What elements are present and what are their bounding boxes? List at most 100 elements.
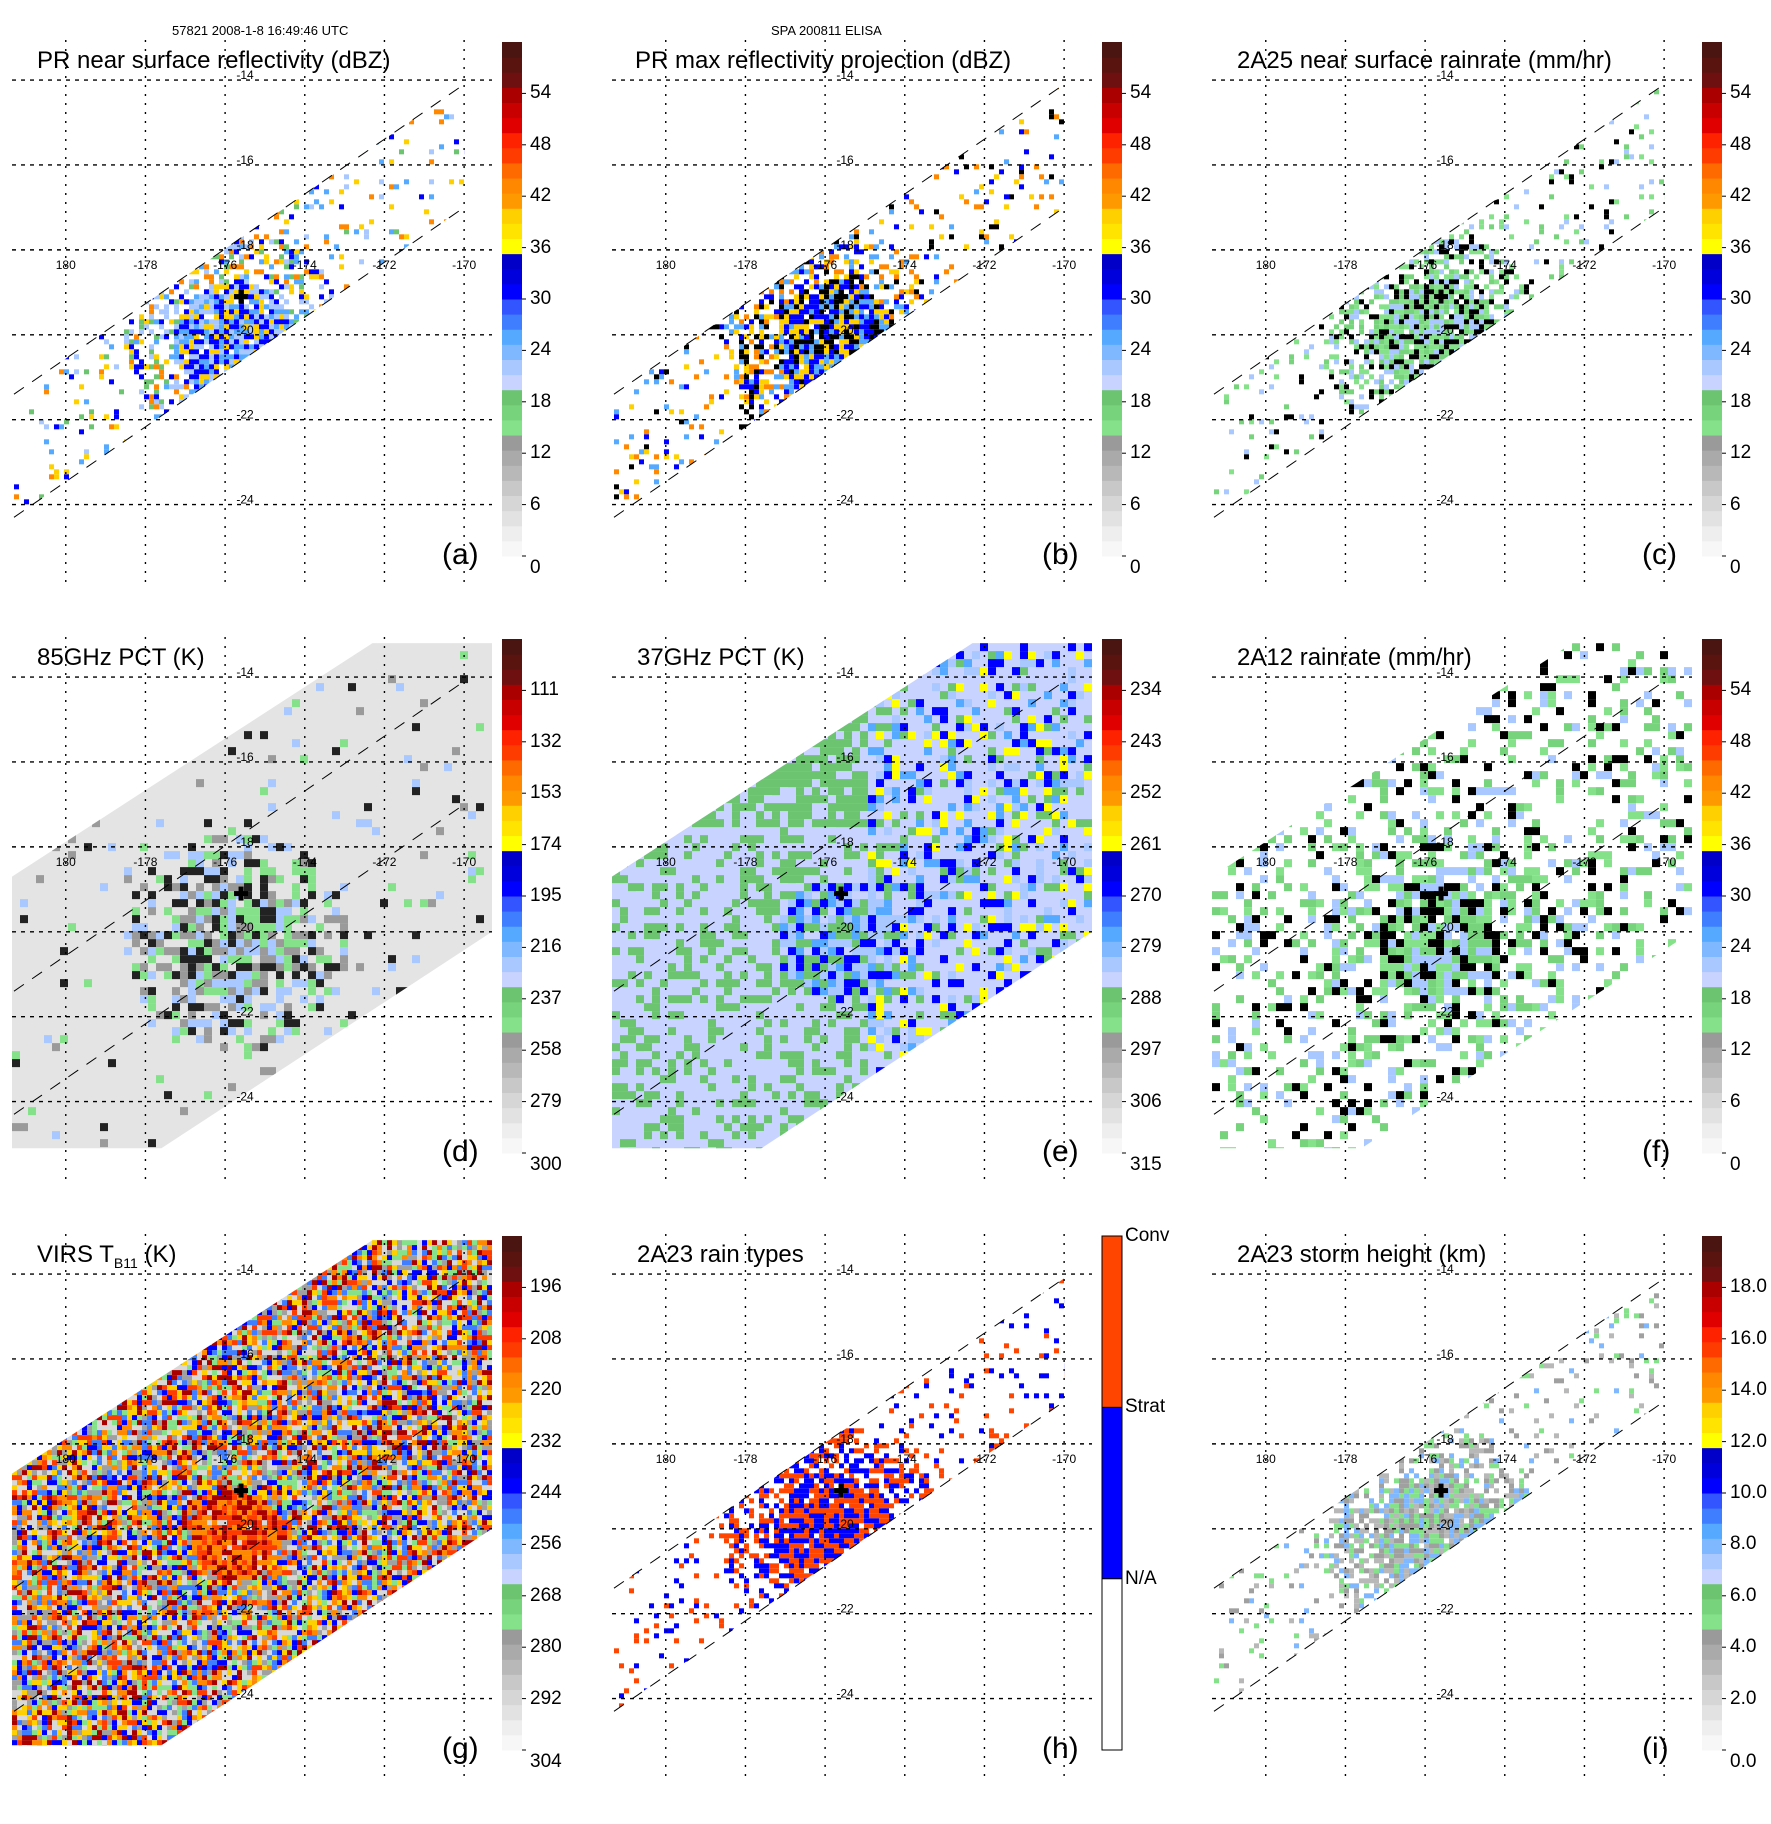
field-pixel	[974, 359, 979, 364]
field-pixel	[759, 314, 764, 319]
field-pixel	[334, 374, 339, 379]
field-pixel	[719, 174, 724, 179]
colorbar-segment	[502, 526, 522, 542]
field-pixel	[254, 324, 259, 329]
field-pixel	[759, 274, 764, 279]
field-pixel	[369, 289, 374, 294]
field-pixel	[214, 329, 219, 334]
field-pixel	[804, 439, 809, 444]
field-pixel	[254, 319, 259, 324]
field-pixel	[249, 454, 254, 459]
field-pixel	[344, 184, 349, 189]
field-pixel	[1419, 354, 1424, 359]
field-pixel	[219, 439, 224, 444]
field-pixel	[619, 184, 624, 189]
field-pixel	[689, 424, 694, 429]
field-pixel	[1389, 319, 1394, 324]
field-pixel	[1609, 404, 1614, 409]
field-pixel	[1329, 114, 1334, 119]
field-pixel	[309, 304, 314, 309]
field-pixel	[1429, 324, 1434, 329]
field-pixel	[1314, 234, 1319, 239]
field-pixel	[1059, 479, 1064, 484]
field-pixel	[829, 194, 834, 199]
field-pixel	[799, 509, 804, 514]
field-pixel	[1274, 174, 1279, 179]
field-pixel	[174, 324, 179, 329]
field-pixel	[1404, 239, 1409, 244]
field-pixel	[79, 329, 84, 334]
field-pixel	[1459, 359, 1464, 364]
field-pixel	[914, 129, 919, 134]
field-pixel	[344, 354, 349, 359]
field-pixel	[1039, 449, 1044, 454]
field-pixel	[154, 404, 159, 409]
field-pixel	[244, 374, 249, 379]
field-pixel	[229, 109, 234, 114]
field-pixel	[1484, 244, 1489, 249]
field-pixel	[1524, 314, 1529, 319]
field-pixel	[1474, 199, 1479, 204]
field-pixel	[844, 379, 849, 384]
field-pixel	[1469, 354, 1474, 359]
field-pixel	[209, 364, 214, 369]
field-pixel	[689, 244, 694, 249]
field-pixel	[299, 299, 304, 304]
field-pixel	[929, 309, 934, 314]
field-pixel	[1359, 134, 1364, 139]
field-pixel	[309, 379, 314, 384]
field-pixel	[1004, 424, 1009, 429]
field-pixel	[69, 224, 74, 229]
field-pixel	[1244, 384, 1249, 389]
colorbar-tick-label: 54	[530, 82, 551, 104]
field-pixel	[919, 359, 924, 364]
field-pixel	[799, 194, 804, 199]
field-pixel	[139, 129, 144, 134]
field-pixel	[289, 319, 294, 324]
field-pixel	[1404, 394, 1409, 399]
field-pixel	[1404, 89, 1409, 94]
field-pixel	[1514, 339, 1519, 344]
field-pixel	[1424, 304, 1429, 309]
field-pixel	[434, 234, 439, 239]
field-pixel	[804, 214, 809, 219]
field-pixel	[1059, 229, 1064, 234]
field-pixel	[284, 369, 289, 374]
field-pixel	[879, 349, 884, 354]
field-pixel	[1289, 314, 1294, 319]
field-pixel	[1384, 489, 1389, 494]
field-pixel	[904, 374, 909, 379]
field-pixel	[1464, 394, 1469, 399]
field-pixel	[359, 259, 364, 264]
field-pixel	[974, 189, 979, 194]
colorbar-tick-label: 6	[1130, 494, 1141, 516]
field-pixel	[629, 464, 634, 469]
field-pixel	[329, 159, 334, 164]
field-pixel	[809, 379, 814, 384]
field-pixel	[184, 314, 189, 319]
field-pixel	[1474, 309, 1479, 314]
field-pixel	[879, 284, 884, 289]
field-pixel	[949, 224, 954, 229]
field-pixel	[639, 449, 644, 454]
colorbar-segment	[1102, 420, 1122, 436]
field-pixel	[1349, 309, 1354, 314]
field-pixel	[1459, 384, 1464, 389]
field-pixel	[1359, 374, 1364, 379]
field-pixel	[819, 384, 824, 389]
field-pixel	[269, 299, 274, 304]
field-pixel	[1399, 299, 1404, 304]
field-pixel	[194, 199, 199, 204]
field-pixel	[79, 239, 84, 244]
field-pixel	[1364, 89, 1369, 94]
field-pixel	[64, 469, 69, 474]
field-pixel	[379, 89, 384, 94]
field-pixel	[229, 369, 234, 374]
field-pixel	[734, 199, 739, 204]
colorbar-segment	[502, 329, 522, 345]
field-pixel	[34, 149, 39, 154]
field-pixel	[964, 199, 969, 204]
field-pixel	[1359, 209, 1364, 214]
field-pixel	[709, 89, 714, 94]
pr-swath-edge-2	[14, 207, 464, 517]
